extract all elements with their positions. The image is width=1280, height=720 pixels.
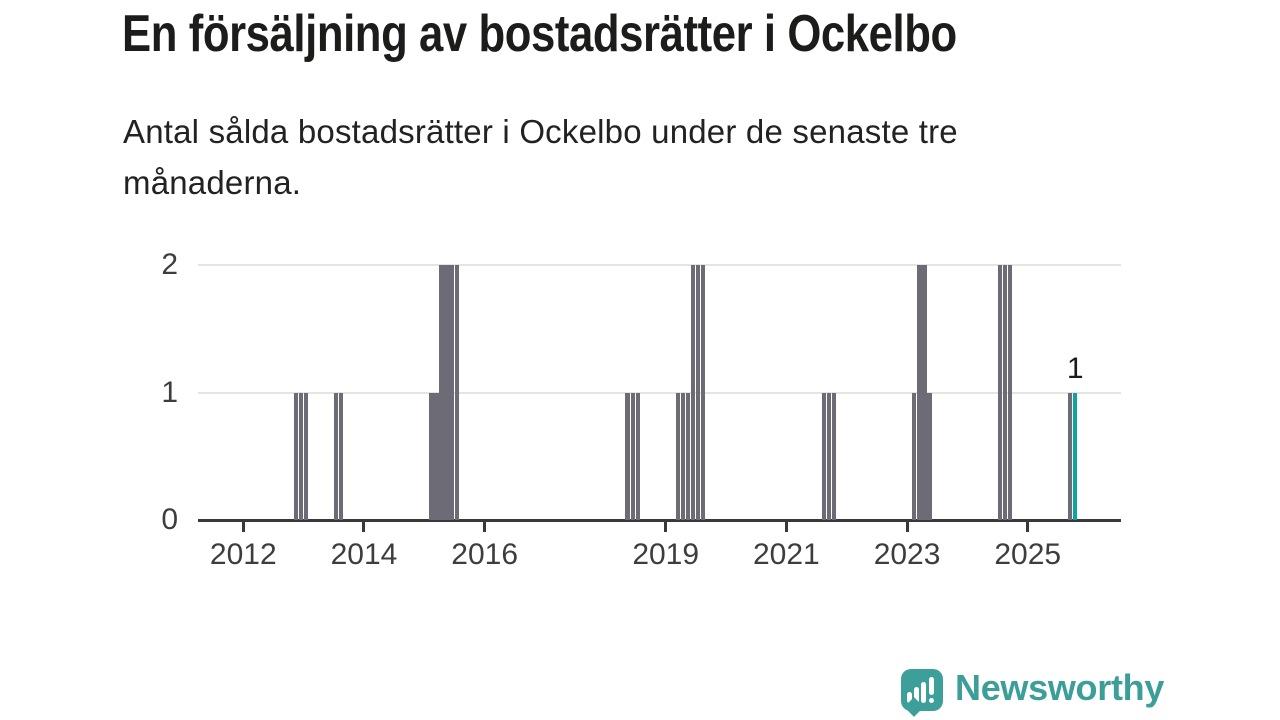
page-title: En försäljning av bostadsrätter i Ockelb… — [122, 5, 957, 63]
bar-2019-05 — [685, 392, 691, 520]
x-axis-tick-2025 — [1026, 522, 1030, 532]
bar-2015-03 — [434, 392, 439, 520]
sales-bar-chart: 0 1 2 2012 2014 2016 2019 2021 2023 2025 1 — [161, 248, 1121, 571]
chart-subtitle: Antal sålda bostadsrätter i Ockelbo unde… — [123, 106, 958, 208]
x-axis-tick-2014 — [362, 522, 366, 532]
gridline-y-2 — [198, 264, 1121, 266]
x-axis-tick-2021 — [784, 522, 788, 532]
bar-2012-12 — [298, 392, 303, 520]
bar-2018-07 — [635, 392, 640, 520]
bar-2019-03 — [675, 392, 681, 520]
chart-subtitle-line-1: Antal sålda bostadsrätter i Ockelbo unde… — [123, 113, 958, 150]
y-axis-label-2: 2 — [161, 248, 178, 281]
bar-2024-07 — [997, 265, 1002, 520]
bar-2023-05 — [927, 392, 932, 520]
bar-2018-05 — [625, 392, 630, 520]
bar-2013-08 — [338, 392, 344, 520]
bar-2019-04 — [680, 392, 686, 520]
y-axis-label-1: 1 — [161, 375, 178, 409]
x-axis-tick-2019 — [664, 522, 668, 532]
x-axis-tick-2023 — [905, 522, 909, 532]
bar-2025-09 — [1067, 392, 1073, 520]
x-axis-label-2023: 2023 — [873, 538, 941, 571]
x-axis-label-2025: 2025 — [994, 538, 1062, 571]
x-axis-label-2019: 2019 — [632, 538, 700, 571]
bar-2013-07 — [333, 392, 339, 520]
chart-subtitle-line-2: månaderna. — [123, 164, 302, 201]
gridline-y-1 — [198, 391, 1121, 394]
x-axis-label-2014: 2014 — [330, 538, 398, 571]
bar-2023-03 — [917, 265, 922, 520]
bar-2015-02 — [429, 392, 434, 520]
bar-2018-06 — [630, 392, 635, 520]
bar-2013-01 — [303, 392, 309, 520]
x-axis-tick-2012 — [241, 522, 245, 532]
bar-2015-05 — [444, 265, 449, 520]
latest-value-label: 1 — [1066, 351, 1084, 385]
bar-2019-06 — [690, 265, 696, 520]
bar-2021-09 — [826, 392, 831, 520]
x-axis-tick-2016 — [483, 522, 487, 532]
bar-2024-09 — [1007, 265, 1013, 520]
newsworthy-brand-text: Newsworthy — [955, 667, 1165, 708]
x-axis-label-2016: 2016 — [451, 538, 519, 571]
x-axis-label-2012: 2012 — [209, 538, 277, 571]
bar-2021-10 — [831, 392, 837, 520]
bar-2015-07 — [454, 265, 459, 520]
bar-2015-04 — [439, 265, 444, 520]
bar-2019-08 — [700, 265, 706, 520]
bar-2023-02 — [912, 392, 917, 520]
bar-2021-08 — [821, 392, 826, 520]
y-axis-label-0: 0 — [161, 503, 178, 536]
bar-2015-06 — [449, 265, 454, 520]
speech-bubble-bar-chart-icon — [901, 669, 943, 711]
x-axis-label-2021: 2021 — [753, 538, 820, 571]
bar-2023-04 — [922, 265, 927, 520]
newsworthy-logo: Newsworthy — [901, 667, 1165, 717]
bar-2012-11 — [293, 392, 298, 520]
highlighted-bar-2025-10 — [1073, 392, 1078, 520]
bar-2024-08 — [1002, 265, 1007, 520]
x-axis-line — [198, 519, 1121, 522]
bar-2019-07 — [695, 265, 701, 520]
